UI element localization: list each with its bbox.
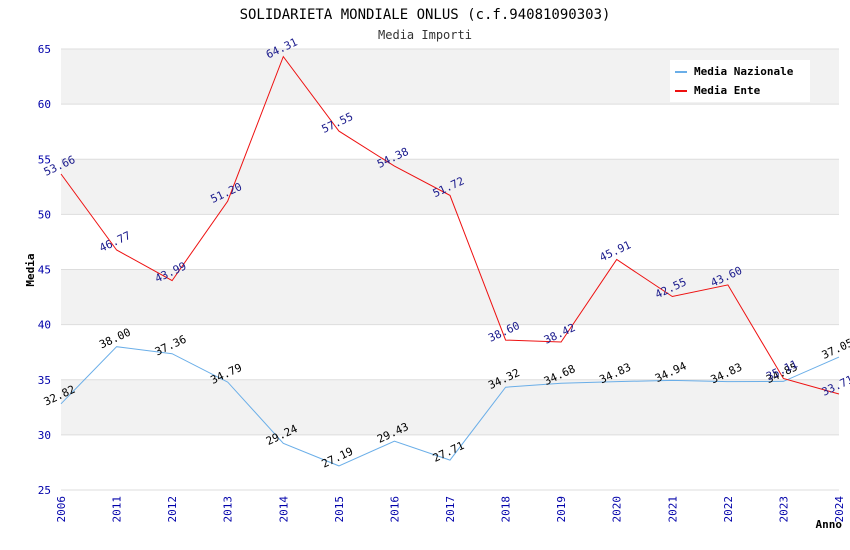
x-tick-label: 2011 xyxy=(111,496,124,523)
grid-band xyxy=(61,214,839,270)
x-tick-label: 2023 xyxy=(777,496,790,523)
x-axis-label: Anno xyxy=(816,518,843,531)
y-tick-label: 55 xyxy=(38,153,51,166)
y-tick-label: 35 xyxy=(38,374,51,387)
legend-label-ente: Media Ente xyxy=(694,84,761,97)
x-tick-label: 2017 xyxy=(444,496,457,523)
x-tick-label: 2024 xyxy=(833,496,846,523)
x-tick-label: 2014 xyxy=(277,496,290,523)
y-tick-label: 40 xyxy=(38,319,51,332)
y-axis-label: Media xyxy=(24,253,37,286)
y-tick-label: 30 xyxy=(38,429,51,442)
y-tick-label: 25 xyxy=(38,484,51,497)
series-line-nazionale xyxy=(60,346,840,467)
chart-title: SOLIDARIETA MONDIALE ONLUS (c.f.94081090… xyxy=(240,7,611,23)
grid-band xyxy=(61,324,839,380)
grid-band xyxy=(61,269,839,325)
x-tick-label: 2006 xyxy=(55,496,68,523)
x-tick-label: 2016 xyxy=(388,496,401,523)
grid-band xyxy=(61,379,839,435)
y-tick-label: 60 xyxy=(38,98,51,111)
grid-band xyxy=(61,104,839,160)
x-tick-label: 2012 xyxy=(166,496,179,523)
y-tick-label: 65 xyxy=(38,43,51,56)
chart-subtitle: Media Importi xyxy=(378,28,472,42)
grid-band xyxy=(61,434,839,490)
legend-box xyxy=(670,60,810,102)
x-tick-label: 2018 xyxy=(500,496,513,523)
grid-bands xyxy=(61,49,839,490)
series-lines xyxy=(60,55,840,467)
grid-lines xyxy=(61,48,839,491)
grid-band xyxy=(61,159,839,215)
legend-label-nazionale: Media Nazionale xyxy=(694,65,794,78)
y-tick-label: 45 xyxy=(38,264,51,277)
y-axis-ticks: 25 30 35 40 45 50 55 60 65 xyxy=(38,43,51,497)
y-tick-label: 50 xyxy=(38,208,51,221)
x-tick-label: 2020 xyxy=(611,496,624,523)
x-tick-label: 2013 xyxy=(222,496,235,523)
x-tick-label: 2022 xyxy=(722,496,735,523)
x-tick-label: 2021 xyxy=(666,496,679,523)
series-line-ente xyxy=(60,55,840,395)
x-axis-ticks: 2006 2011 2012 2013 2014 2015 2016 2017 2018 2019… xyxy=(55,496,846,523)
x-tick-label: 2019 xyxy=(555,496,568,523)
legend: Media Nazionale Media Ente xyxy=(670,60,810,102)
x-tick-label: 2015 xyxy=(333,496,346,523)
